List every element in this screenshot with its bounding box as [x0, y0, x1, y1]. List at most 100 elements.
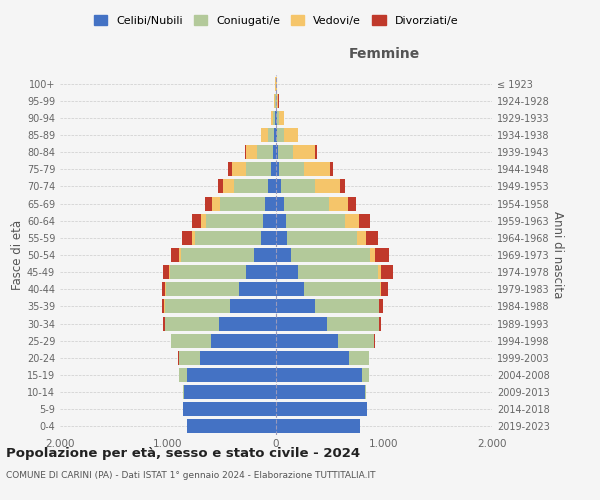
- Bar: [192, 231, 195, 245]
- Bar: [200, 351, 276, 365]
- Bar: [362, 368, 369, 382]
- Bar: [187, 368, 276, 382]
- Bar: [179, 351, 200, 365]
- Bar: [183, 385, 184, 399]
- Bar: [276, 180, 281, 194]
- Bar: [262, 128, 268, 142]
- Bar: [184, 385, 276, 399]
- Bar: [279, 111, 284, 125]
- Bar: [273, 145, 276, 159]
- Bar: [274, 128, 276, 142]
- Bar: [370, 248, 376, 262]
- Bar: [165, 300, 230, 314]
- Bar: [246, 162, 271, 176]
- Text: Femmine: Femmine: [349, 46, 419, 60]
- Bar: [179, 368, 187, 382]
- Bar: [211, 334, 276, 347]
- Bar: [345, 214, 359, 228]
- Bar: [263, 214, 276, 228]
- Bar: [183, 402, 276, 416]
- Text: Popolazione per età, sesso e stato civile - 2024: Popolazione per età, sesso e stato civil…: [6, 448, 360, 460]
- Bar: [268, 128, 274, 142]
- Bar: [276, 385, 365, 399]
- Bar: [357, 231, 365, 245]
- Bar: [276, 300, 315, 314]
- Bar: [246, 145, 257, 159]
- Bar: [287, 231, 357, 245]
- Bar: [298, 265, 377, 279]
- Bar: [246, 265, 276, 279]
- Bar: [277, 111, 279, 125]
- Bar: [276, 316, 327, 330]
- Bar: [162, 300, 164, 314]
- Bar: [181, 248, 254, 262]
- Bar: [281, 180, 315, 194]
- Bar: [273, 111, 275, 125]
- Bar: [349, 351, 369, 365]
- Bar: [165, 316, 219, 330]
- Bar: [205, 196, 212, 210]
- Bar: [179, 248, 181, 262]
- Bar: [275, 111, 276, 125]
- Bar: [276, 196, 284, 210]
- Bar: [219, 316, 276, 330]
- Bar: [381, 265, 392, 279]
- Bar: [257, 145, 273, 159]
- Bar: [276, 128, 277, 142]
- Bar: [254, 248, 276, 262]
- Bar: [340, 180, 345, 194]
- Bar: [276, 265, 298, 279]
- Bar: [234, 180, 268, 194]
- Bar: [377, 265, 381, 279]
- Bar: [239, 282, 276, 296]
- Bar: [349, 196, 356, 210]
- Bar: [162, 282, 166, 296]
- Bar: [379, 316, 381, 330]
- Bar: [376, 248, 389, 262]
- Bar: [304, 162, 330, 176]
- Bar: [338, 334, 374, 347]
- Bar: [276, 334, 338, 347]
- Bar: [245, 145, 246, 159]
- Bar: [286, 214, 345, 228]
- Bar: [278, 145, 293, 159]
- Bar: [182, 231, 192, 245]
- Bar: [212, 196, 220, 210]
- Bar: [218, 180, 223, 194]
- Bar: [276, 214, 286, 228]
- Bar: [220, 196, 265, 210]
- Bar: [163, 316, 164, 330]
- Bar: [284, 196, 329, 210]
- Bar: [169, 265, 170, 279]
- Text: COMUNE DI CARINI (PA) - Dati ISTAT 1° gennaio 2024 - Elaborazione TUTTITALIA.IT: COMUNE DI CARINI (PA) - Dati ISTAT 1° ge…: [6, 470, 376, 480]
- Bar: [315, 145, 317, 159]
- Bar: [261, 231, 276, 245]
- Bar: [265, 196, 276, 210]
- Bar: [232, 162, 246, 176]
- Bar: [195, 231, 261, 245]
- Bar: [379, 300, 383, 314]
- Bar: [229, 162, 232, 176]
- Bar: [171, 248, 179, 262]
- Y-axis label: Fasce di età: Fasce di età: [11, 220, 24, 290]
- Bar: [315, 300, 379, 314]
- Bar: [223, 180, 234, 194]
- Bar: [327, 316, 379, 330]
- Bar: [276, 351, 349, 365]
- Bar: [276, 145, 278, 159]
- Bar: [170, 265, 246, 279]
- Bar: [329, 196, 349, 210]
- Legend: Celibi/Nubili, Coniugati/e, Vedovi/e, Divorziati/e: Celibi/Nubili, Coniugati/e, Vedovi/e, Di…: [89, 10, 463, 30]
- Bar: [279, 162, 304, 176]
- Bar: [277, 128, 284, 142]
- Bar: [230, 300, 276, 314]
- Bar: [293, 145, 315, 159]
- Bar: [284, 128, 298, 142]
- Bar: [276, 282, 304, 296]
- Bar: [276, 420, 360, 434]
- Bar: [276, 231, 287, 245]
- Bar: [187, 420, 276, 434]
- Bar: [330, 162, 333, 176]
- Bar: [202, 214, 206, 228]
- Bar: [365, 231, 377, 245]
